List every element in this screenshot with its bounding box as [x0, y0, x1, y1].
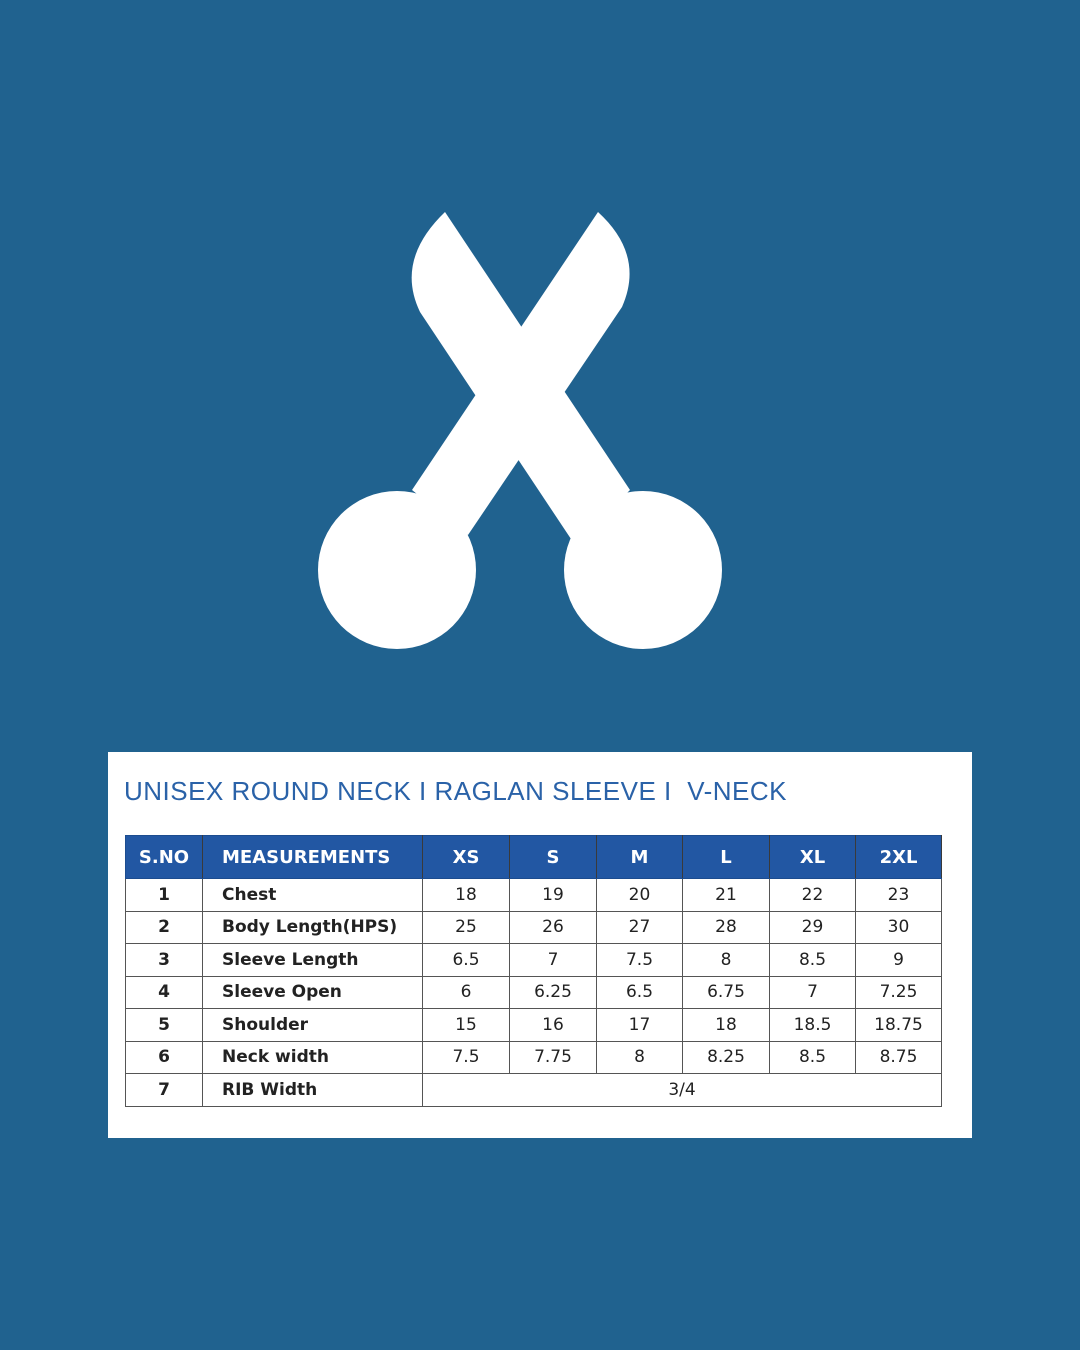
size-value: 7.75 — [509, 1040, 597, 1074]
size-value: 7 — [509, 943, 597, 977]
size-value: 8.5 — [769, 943, 856, 977]
measurement-name: Sleeve Open — [202, 975, 423, 1009]
size-value: 8 — [596, 1040, 683, 1074]
size-value: 6.5 — [596, 975, 683, 1009]
size-value: 8.25 — [682, 1040, 770, 1074]
size-value: 16 — [509, 1008, 597, 1042]
column-header: XL — [769, 835, 856, 879]
scissors-icon — [318, 212, 722, 649]
size-value: 21 — [682, 878, 770, 912]
table-row: 2 Body Length(HPS) 25 26 27 28 29 30 — [125, 910, 942, 944]
row-number: 1 — [125, 878, 203, 912]
row-number: 4 — [125, 975, 203, 1009]
column-header: XS — [422, 835, 510, 879]
size-value: 7.25 — [855, 975, 942, 1009]
size-value: 28 — [682, 910, 770, 944]
size-value: 6.25 — [509, 975, 597, 1009]
column-header: S.NO — [125, 835, 203, 879]
chart-title: UNISEX ROUND NECK I RAGLAN SLEEVE I V-NE… — [124, 776, 787, 806]
size-value: 23 — [855, 878, 942, 912]
column-header: 2XL — [855, 835, 942, 879]
size-value: 8.75 — [855, 1040, 942, 1074]
size-value: 6.5 — [422, 943, 510, 977]
table-row: 5 Shoulder 15 16 17 18 18.5 18.75 — [125, 1008, 942, 1042]
table-row: 6 Neck width 7.5 7.75 8 8.25 8.5 8.75 — [125, 1040, 942, 1074]
measurement-name: Shoulder — [202, 1008, 423, 1042]
size-value: 18.5 — [769, 1008, 856, 1042]
measurement-name: Body Length(HPS) — [202, 910, 423, 944]
row-number: 2 — [125, 910, 203, 944]
size-value: 7 — [769, 975, 856, 1009]
table-row: 7 RIB Width 3/4 — [125, 1073, 942, 1107]
table-row: 3 Sleeve Length 6.5 7 7.5 8 8.5 9 — [125, 943, 942, 977]
size-value: 25 — [422, 910, 510, 944]
column-header: L — [682, 835, 770, 879]
size-value: 6 — [422, 975, 510, 1009]
size-value: 30 — [855, 910, 942, 944]
size-value: 20 — [596, 878, 683, 912]
table-header-row: S.NO MEASUREMENTS XS S M L XL 2XL — [125, 835, 942, 879]
size-value: 22 — [769, 878, 856, 912]
size-value: 3/4 — [422, 1073, 942, 1107]
size-value: 6.75 — [682, 975, 770, 1009]
size-value: 7.5 — [422, 1040, 510, 1074]
size-value: 18.75 — [855, 1008, 942, 1042]
measurement-name: Chest — [202, 878, 423, 912]
column-header: S — [509, 835, 597, 879]
column-header: MEASUREMENTS — [202, 835, 423, 879]
size-value: 18 — [682, 1008, 770, 1042]
row-number: 5 — [125, 1008, 203, 1042]
table-row: 1 Chest 18 19 20 21 22 23 — [125, 878, 942, 912]
size-value: 27 — [596, 910, 683, 944]
row-number: 3 — [125, 943, 203, 977]
size-value: 9 — [855, 943, 942, 977]
column-header: M — [596, 835, 683, 879]
measurement-name: RIB Width — [202, 1073, 423, 1107]
size-table: S.NO MEASUREMENTS XS S M L XL 2XL 1 Chest 18 19 20 2… — [125, 835, 942, 1107]
measurement-name: Sleeve Length — [202, 943, 423, 977]
size-chart-card: UNISEX ROUND NECK I RAGLAN SLEEVE I V-NE… — [108, 752, 972, 1138]
size-value: 17 — [596, 1008, 683, 1042]
size-value: 18 — [422, 878, 510, 912]
size-value: 8.5 — [769, 1040, 856, 1074]
size-value: 15 — [422, 1008, 510, 1042]
row-number: 6 — [125, 1040, 203, 1074]
size-value: 19 — [509, 878, 597, 912]
size-value: 29 — [769, 910, 856, 944]
size-value: 8 — [682, 943, 770, 977]
row-number: 7 — [125, 1073, 203, 1107]
size-value: 7.5 — [596, 943, 683, 977]
measurement-name: Neck width — [202, 1040, 423, 1074]
table-row: 4 Sleeve Open 6 6.25 6.5 6.75 7 7.25 — [125, 975, 942, 1009]
size-value: 26 — [509, 910, 597, 944]
